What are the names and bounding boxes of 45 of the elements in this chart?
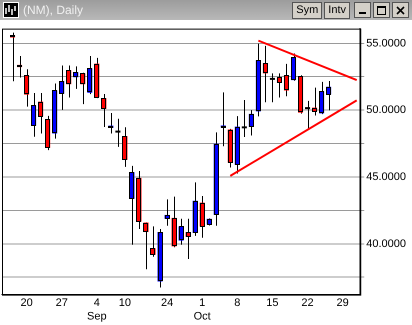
y-tick-label: 45.0000 <box>366 171 406 184</box>
candlestick <box>248 110 254 136</box>
candlestick <box>143 222 149 270</box>
x-tick-label: 10 <box>118 297 132 310</box>
x-tick-label: 22 <box>301 297 314 310</box>
candlestick <box>305 100 310 130</box>
chart-title: (NM), Daily <box>23 3 84 17</box>
candlestick <box>270 72 275 103</box>
x-tick-label: 4 Sep <box>87 297 107 322</box>
x-tick-label: 27 <box>56 297 68 310</box>
candlestick <box>10 32 16 82</box>
candlestick <box>24 68 30 108</box>
x-tick-label: 24 <box>160 297 174 310</box>
candlestick <box>284 63 290 97</box>
candlestick <box>319 81 324 115</box>
candlestick <box>228 128 233 168</box>
candlestick <box>256 43 261 117</box>
candlestick <box>59 64 64 110</box>
y-tick-label: 40.0000 <box>366 238 406 250</box>
candlestick <box>164 198 170 226</box>
y-tick-label: 50.0000 <box>366 104 406 116</box>
candlestick <box>31 92 36 138</box>
candlestick <box>122 126 128 168</box>
candlestick <box>214 132 219 226</box>
candlestick <box>115 118 120 148</box>
candlestick <box>108 112 114 134</box>
text: Intv <box>324 2 350 18</box>
candlestick <box>234 116 240 174</box>
candlestick <box>276 72 282 98</box>
candlestick <box>220 92 226 147</box>
candlestick <box>136 170 142 230</box>
x-tick-label: 1 Oct <box>194 297 211 322</box>
candlestick <box>242 99 247 138</box>
candlestick <box>290 52 296 82</box>
text: Sym <box>292 2 322 18</box>
candlestick <box>298 74 304 114</box>
candlestick <box>17 56 22 78</box>
x-tick-label: 20 <box>20 297 33 310</box>
candlestick <box>101 93 106 128</box>
candlestick <box>45 115 50 151</box>
x-tick-label: 8 <box>234 297 240 310</box>
x-tick-label: 29 <box>336 297 349 310</box>
x-tick-label: 15 <box>266 297 279 310</box>
y-tick-label: 55.0000 <box>366 37 406 50</box>
candlestick <box>158 228 163 288</box>
